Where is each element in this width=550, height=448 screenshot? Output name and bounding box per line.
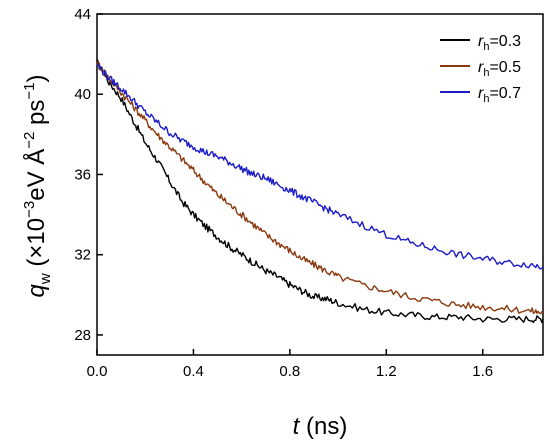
x-axis-label-unit: (ns): [299, 413, 347, 440]
x-axis-label: t (ns): [293, 413, 348, 440]
y-tick-label: 40: [74, 86, 91, 103]
x-tick-label: 0.4: [183, 363, 204, 380]
plot-frame: [96, 13, 544, 356]
legend: rh=0.3 rh=0.5 rh=0.7: [440, 33, 521, 105]
y-axis-label-part-c: ps: [23, 100, 50, 132]
y-axis-label-sup1: −3: [21, 201, 38, 218]
x-tick-label: 0.0: [87, 363, 108, 380]
y-axis-label-part-b: eV Å: [22, 149, 50, 201]
y-axis-label-sub: w: [37, 273, 54, 285]
legend-entry-series-3: rh=0.7: [478, 85, 521, 105]
x-tick-label: 0.8: [279, 363, 300, 380]
y-axis-label-symbol: q: [23, 283, 50, 297]
y-tick-label: 36: [74, 166, 91, 183]
x-tick-label: 1.2: [376, 363, 397, 380]
y-axis-label-part-a: (×10: [23, 218, 50, 273]
x-axis-label-symbol: t: [293, 413, 301, 440]
series-layer: [96, 59, 544, 324]
series-line-2: [96, 60, 544, 315]
series-line-3: [96, 63, 544, 270]
x-tick-label: 1.6: [472, 363, 493, 380]
y-axis-label-sup2: −2: [21, 132, 38, 149]
y-axis-label: qw (×10−3eV Å−2 ps−1): [21, 75, 54, 298]
legend-entry-series-1: rh=0.3: [478, 33, 521, 53]
y-axis-label-part-d: ): [23, 75, 50, 83]
legend-entry-series-2: rh=0.5: [478, 59, 521, 79]
y-axis-label-sup3: −1: [21, 83, 38, 100]
y-tick-label: 28: [74, 327, 91, 344]
y-tick-label: 32: [74, 247, 91, 264]
y-tick-label: 44: [74, 6, 91, 23]
series-line-1: [96, 59, 544, 324]
ticks-layer: 0.0 0.4 0.8 1.2 1.6 28 32 36 40 44: [74, 6, 493, 380]
